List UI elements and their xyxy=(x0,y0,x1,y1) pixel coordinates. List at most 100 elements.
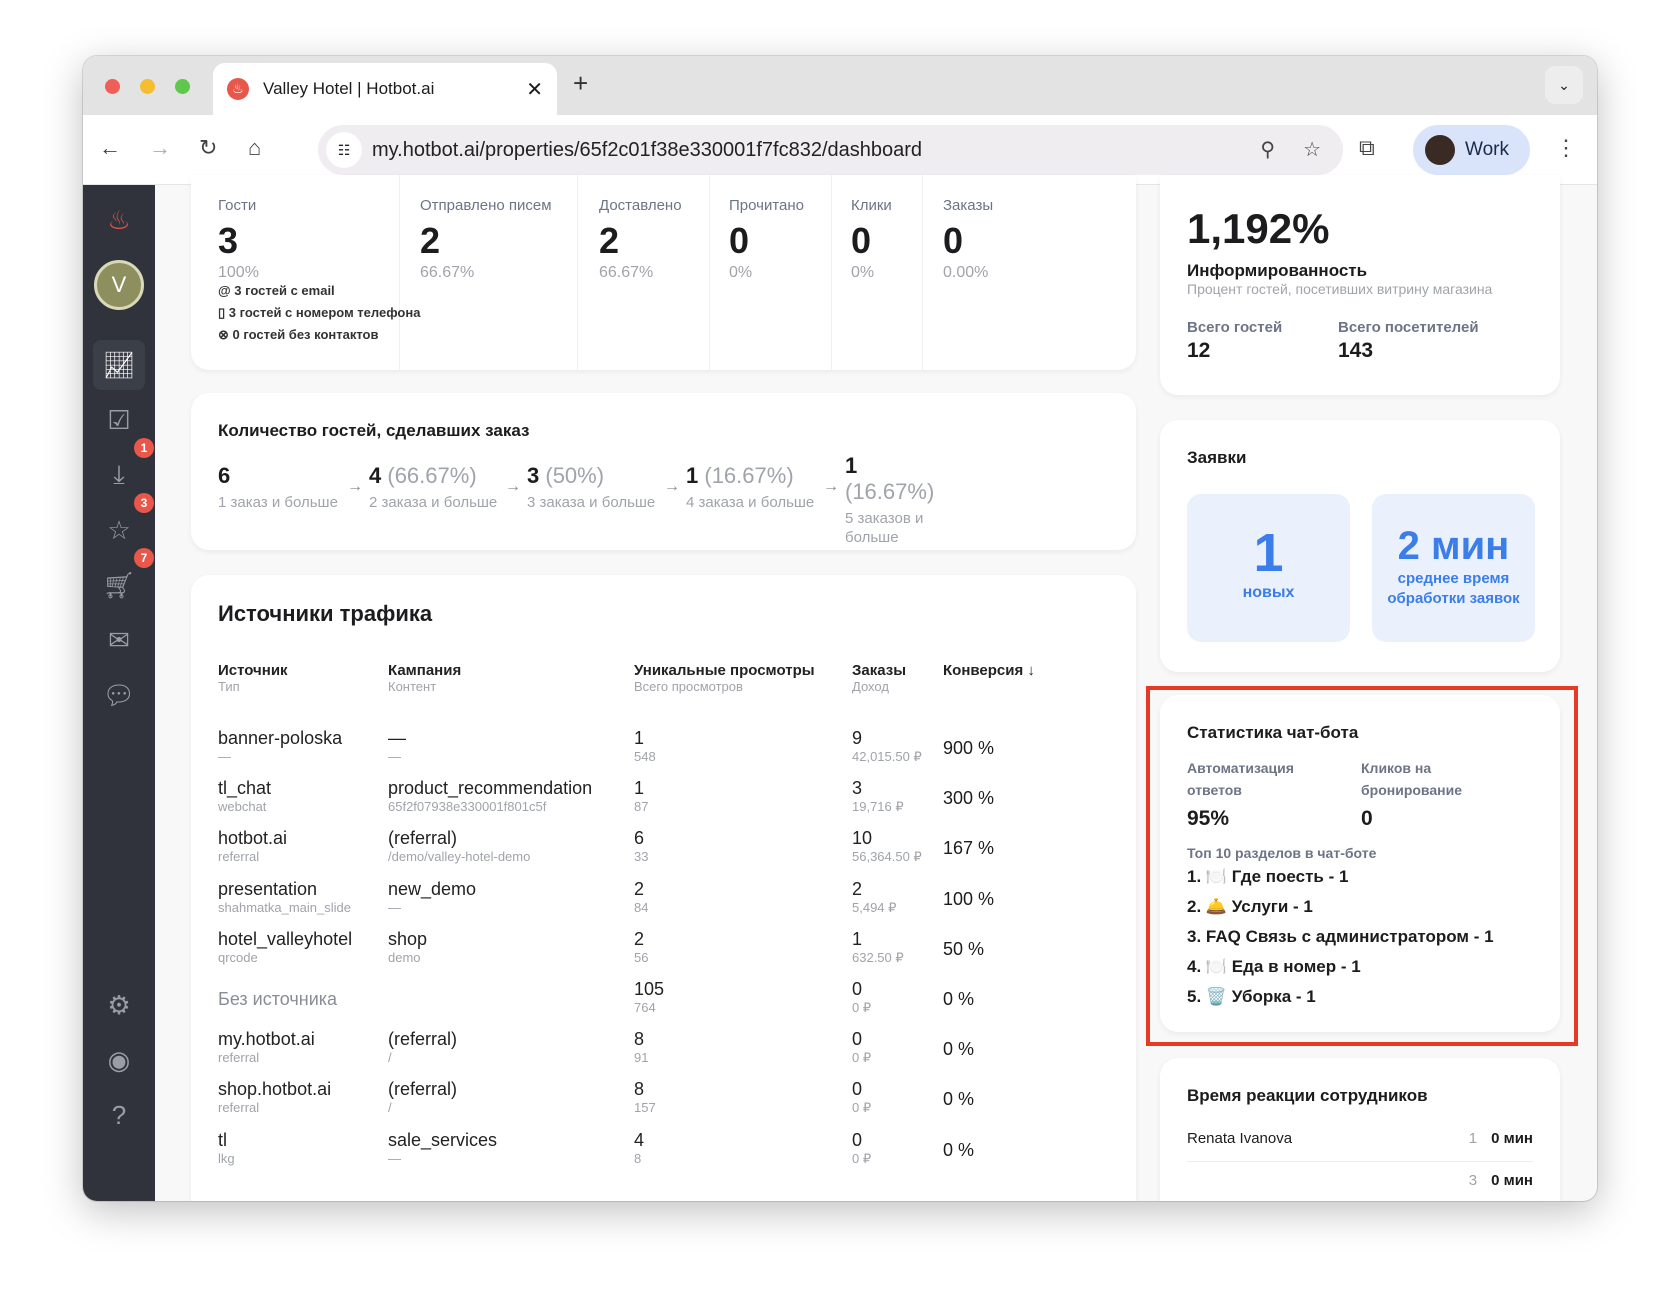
home-icon[interactable]: ⌂ xyxy=(248,135,262,160)
header-label: Заказы xyxy=(852,662,907,679)
stat-label: Гости xyxy=(218,197,257,214)
inbox-download-icon[interactable]: ⤓ 1 xyxy=(93,438,154,500)
traffic-sources-card: Источники трафика Источник Тип Кампания Кон… xyxy=(191,575,1136,1201)
automation-label: Автоматизация ответов xyxy=(1187,760,1294,798)
url-text[interactable]: my.hotbot.ai/properties/65f2c01f38e33000… xyxy=(372,138,923,161)
cell-value: 8 xyxy=(634,1029,645,1050)
table-cell: shop demo xyxy=(388,929,427,965)
table-row[interactable]: my.hotbot.ai referral (referral)/8 91 0 0 ₽0 … xyxy=(218,1029,1118,1083)
table-row[interactable]: tl_chat webchat product_recommendation 65f2… xyxy=(218,778,1118,832)
cell-sub: 0 ₽ xyxy=(852,1050,872,1066)
cell-sub: 548 xyxy=(634,749,656,764)
forward-icon[interactable]: → xyxy=(149,135,171,160)
funnel-label: 4 заказа и больше xyxy=(686,494,815,511)
traffic-title: Источники трафика xyxy=(218,601,433,626)
chat-icon[interactable]: 💬︎ xyxy=(102,679,136,710)
reviews-star-icon[interactable]: ☆ 3 xyxy=(93,493,154,555)
awareness-desc: Процент гостей, посетивших витрину магаз… xyxy=(1187,281,1493,297)
reload-icon[interactable]: ↻ xyxy=(199,135,218,160)
stat-value: 2 xyxy=(420,220,441,261)
table-cell: banner-poloska — xyxy=(218,728,342,764)
inbox-badge: 1 xyxy=(134,438,154,458)
user-profile-icon[interactable]: ◉ xyxy=(107,1044,131,1075)
cell-value: product_recommendation xyxy=(388,778,593,799)
maximize-window-button[interactable] xyxy=(175,79,190,94)
total-visitors-label: Всего посетителей xyxy=(1338,319,1479,336)
new-tab-button[interactable]: + xyxy=(573,68,589,98)
cell-sub: 0 ₽ xyxy=(852,1100,872,1116)
cell-value: 2 xyxy=(634,928,645,949)
mail-send-icon[interactable]: ✉ xyxy=(108,624,130,655)
funnel-step: 4 (66.67%) 2 заказа и больше xyxy=(369,463,497,512)
bookmark-star-icon[interactable]: ☆ xyxy=(1303,139,1321,161)
cell-sub: shahmatka_main_slide xyxy=(218,899,351,915)
table-cell: hotel_valleyhotel qrcode xyxy=(218,929,352,965)
cell-sub: referral xyxy=(218,1100,260,1116)
table-row[interactable]: hotel_valleyhotel qrcode shop demo 2 56 1 632.5… xyxy=(218,929,1118,983)
browser-window: ♨ Valley Hotel | Hotbot.ai ✕ + ⌄ ← → ↻ ⌂… xyxy=(83,56,1597,1201)
avg-time-tile[interactable]: 2 мин среднее время обработки заявок xyxy=(1372,494,1535,642)
property-avatar[interactable]: V xyxy=(94,260,144,310)
menu-kebab-icon[interactable]: ⋮ xyxy=(1555,135,1577,160)
cart-icon[interactable]: 🛒︎ 7 xyxy=(93,548,154,610)
stat-column: Клики 0 0% xyxy=(851,197,892,282)
header-sublabel: Контент xyxy=(388,679,437,694)
booking-clicks-value: 0 xyxy=(1361,807,1373,830)
header-label: Кампания xyxy=(388,662,462,679)
minimize-window-button[interactable] xyxy=(140,79,155,94)
profile-button[interactable]: Work xyxy=(1413,125,1530,175)
dashboard-chart-icon[interactable]: 📈︎ xyxy=(93,340,145,390)
header-label: Конверсия ↓ xyxy=(943,662,1035,679)
cell-sub: qrcode xyxy=(218,949,258,965)
cell-sub: 157 xyxy=(634,1100,656,1116)
table-cell: 2 5,494 ₽ xyxy=(852,879,896,916)
new-requests-label: новых xyxy=(1242,584,1295,601)
column-header[interactable]: Конверсия ↓ xyxy=(943,662,1035,679)
cell-value: tl xyxy=(218,1129,227,1150)
conversion-value: 0 % xyxy=(943,989,975,1009)
awareness-card: 1,192% Информированность Процент гостей,… xyxy=(1160,175,1560,395)
stat-label: Прочитано xyxy=(729,197,804,214)
cell-value: banner-poloska xyxy=(218,728,343,748)
cell-value: (referral) xyxy=(388,1079,458,1100)
back-icon[interactable]: ← xyxy=(99,135,121,160)
close-window-button[interactable] xyxy=(105,79,120,94)
tab-active[interactable]: ♨ Valley Hotel | Hotbot.ai ✕ xyxy=(213,63,557,115)
settings-gear-icon[interactable]: ⚙ xyxy=(107,989,131,1020)
table-row[interactable]: Без источника 105 764 0 0 ₽ 0 % xyxy=(218,979,1118,1033)
close-tab-icon[interactable]: ✕ xyxy=(526,78,543,101)
tab-search-button[interactable]: ⌄ xyxy=(1545,66,1583,104)
cell-value: 4 xyxy=(634,1129,645,1150)
stat-value: 3 xyxy=(218,220,239,261)
header-sublabel: Доход xyxy=(852,679,889,694)
stat-column: Доставлено 2 66.67% xyxy=(599,197,682,282)
table-row[interactable]: presentation shahmatka_main_slide new_demo… xyxy=(218,879,1118,933)
table-row[interactable]: banner-poloska — — —1 548 9 42,015.50 ₽900 % xyxy=(218,728,1118,782)
hotbot-logo-icon[interactable]: ♨ xyxy=(107,204,131,235)
stat-value: 2 xyxy=(599,220,620,261)
table-row[interactable]: tl lkg sale_services — 4 8 0 0 ₽ 0 % xyxy=(218,1130,1118,1184)
zoom-icon[interactable]: ⚲ xyxy=(1260,139,1275,161)
help-icon[interactable]: ? xyxy=(111,1099,127,1130)
new-requests-tile[interactable]: 1 новых xyxy=(1187,494,1350,642)
cell-sub: — xyxy=(218,749,231,764)
site-settings-icon[interactable]: ☷ xyxy=(326,132,362,168)
stat-percent: 0% xyxy=(851,264,875,281)
table-row[interactable]: shop.hotbot.ai referral (referral)/8 157 0 0 … xyxy=(218,1079,1118,1133)
total-guests-value: 12 xyxy=(1187,339,1211,362)
chatbot-stats-card: Статистика чат-бота Автоматизация ответо… xyxy=(1160,695,1560,1032)
requests-card: Заявки 1 новых 2 мин среднее время обраб… xyxy=(1160,420,1560,672)
contacts-email: @ 3 гостей с email xyxy=(218,283,335,298)
cell-value: 2 xyxy=(852,878,863,899)
address-bar[interactable]: ☷ my.hotbot.ai/properties/65f2c01f38e330… xyxy=(318,125,1343,175)
table-row[interactable]: hotbot.ai referral (referral)/demo/valley-… xyxy=(218,828,1118,882)
extensions-icon[interactable]: ⧉ xyxy=(1359,135,1375,160)
cell-value: hotbot.ai xyxy=(218,828,288,849)
tasks-check-icon[interactable]: ☑ xyxy=(107,404,131,435)
cell-sub: 91 xyxy=(634,1050,649,1066)
table-cell: 1 87 xyxy=(634,778,648,814)
x-circle-icon: ⊗ xyxy=(218,327,233,342)
